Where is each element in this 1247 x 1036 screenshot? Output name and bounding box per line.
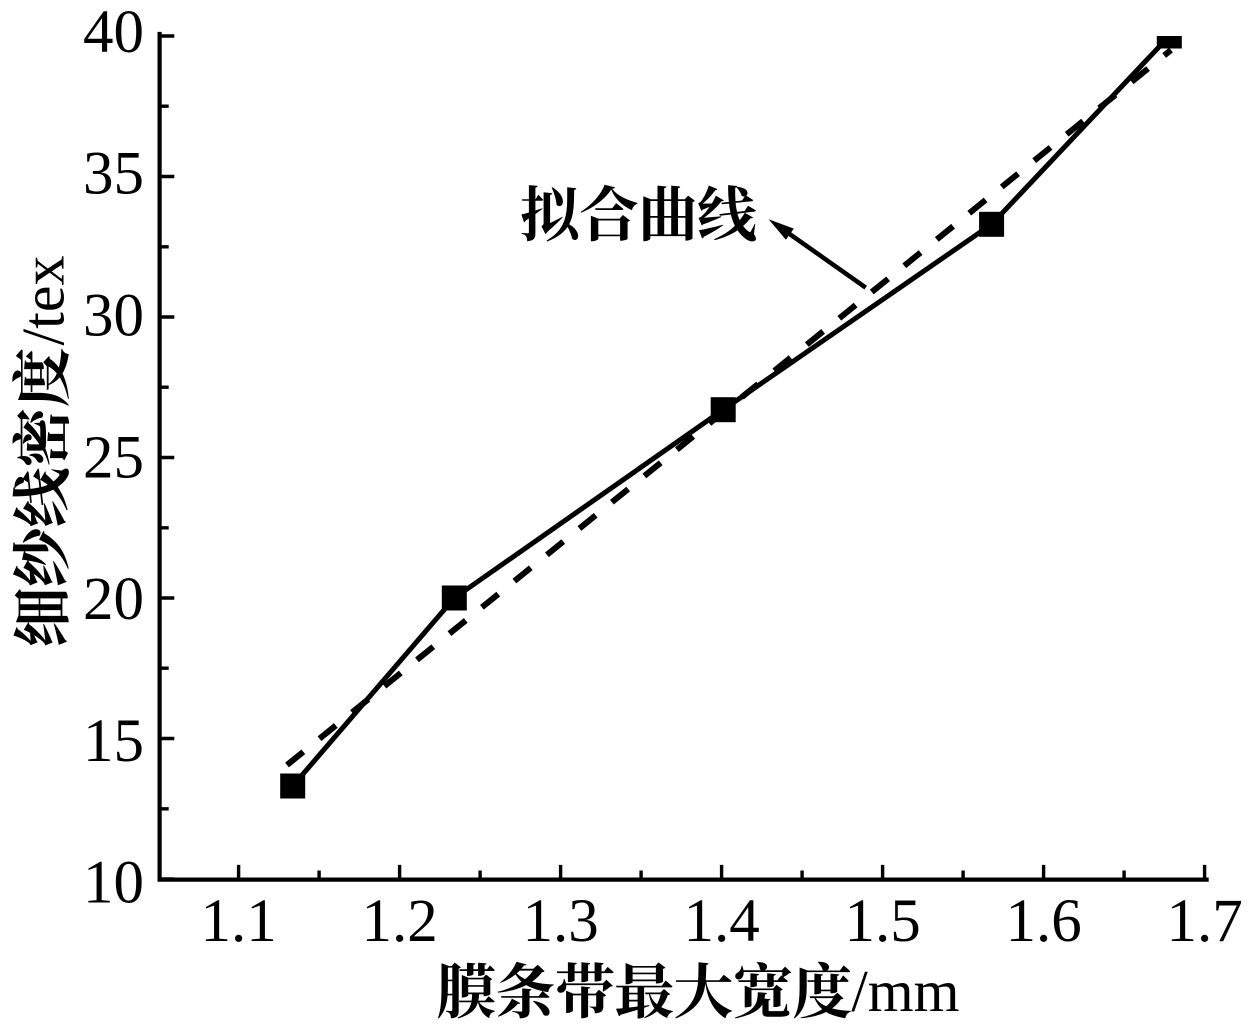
svg-text:15: 15	[83, 708, 144, 775]
svg-text:1.6: 1.6	[1005, 888, 1081, 955]
svg-text:1.4: 1.4	[683, 888, 759, 955]
svg-text:1.1: 1.1	[200, 888, 276, 955]
svg-text:20: 20	[83, 566, 144, 633]
svg-text:1.2: 1.2	[361, 888, 437, 955]
svg-text:25: 25	[83, 424, 144, 491]
svg-text:/mm: /mm	[851, 958, 959, 1024]
svg-text:1.7: 1.7	[1166, 888, 1242, 955]
svg-text:1.5: 1.5	[844, 888, 920, 955]
svg-text:30: 30	[83, 283, 144, 350]
svg-text:/tex: /tex	[11, 256, 77, 346]
svg-text:1.3: 1.3	[522, 888, 598, 955]
svg-text:35: 35	[83, 141, 144, 208]
svg-text:10: 10	[83, 850, 144, 917]
svg-text:40: 40	[83, 0, 144, 66]
